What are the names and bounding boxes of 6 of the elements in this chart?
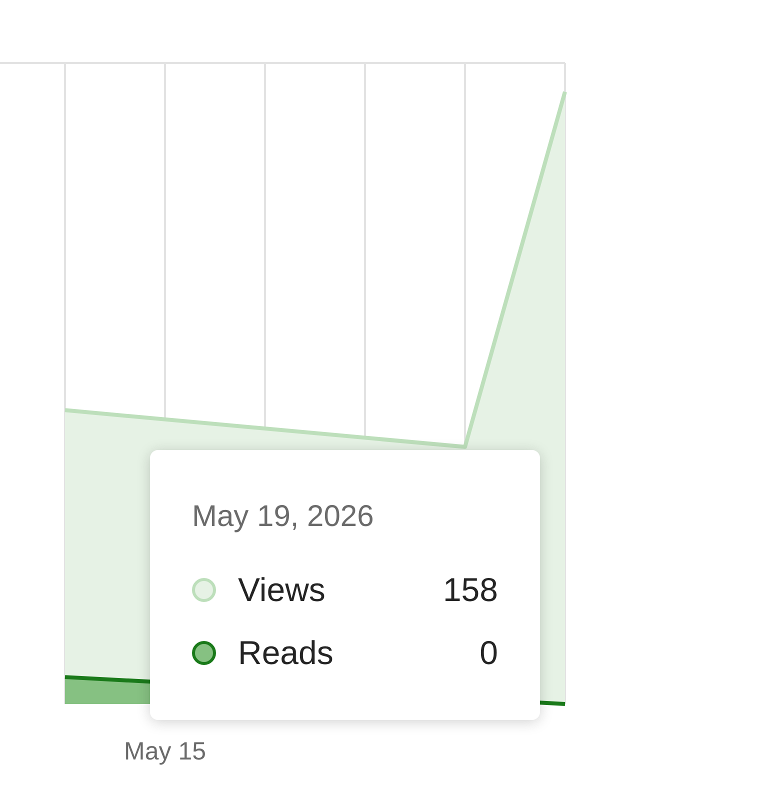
- legend-label: Reads: [238, 634, 334, 672]
- legend-label: Views: [238, 570, 326, 608]
- annotation: May 19, 2026: [192, 500, 375, 534]
- text: May 15: [124, 737, 206, 766]
- annotation: 158: [442, 570, 498, 608]
- annotation: 0: [480, 634, 498, 672]
